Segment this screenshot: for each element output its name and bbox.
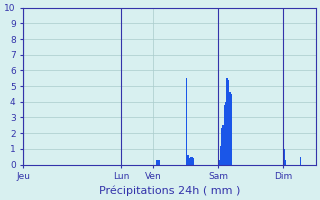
Bar	[220, 146, 221, 165]
Bar	[229, 92, 230, 165]
Bar	[188, 158, 190, 165]
Bar	[300, 157, 301, 165]
Bar	[222, 125, 224, 165]
Bar	[191, 157, 193, 165]
Bar	[190, 157, 191, 165]
Bar	[227, 78, 228, 165]
Bar	[221, 128, 222, 165]
X-axis label: Précipitations 24h ( mm ): Précipitations 24h ( mm )	[99, 185, 240, 196]
Bar	[228, 80, 229, 165]
Bar	[224, 105, 225, 165]
Bar	[285, 160, 286, 165]
Bar	[230, 94, 232, 165]
Bar	[193, 158, 194, 165]
Bar	[159, 160, 160, 165]
Bar	[218, 160, 220, 165]
Bar	[186, 78, 187, 165]
Bar	[156, 160, 157, 165]
Bar	[187, 155, 188, 165]
Bar	[225, 102, 227, 165]
Bar	[157, 160, 159, 165]
Bar	[283, 149, 285, 165]
